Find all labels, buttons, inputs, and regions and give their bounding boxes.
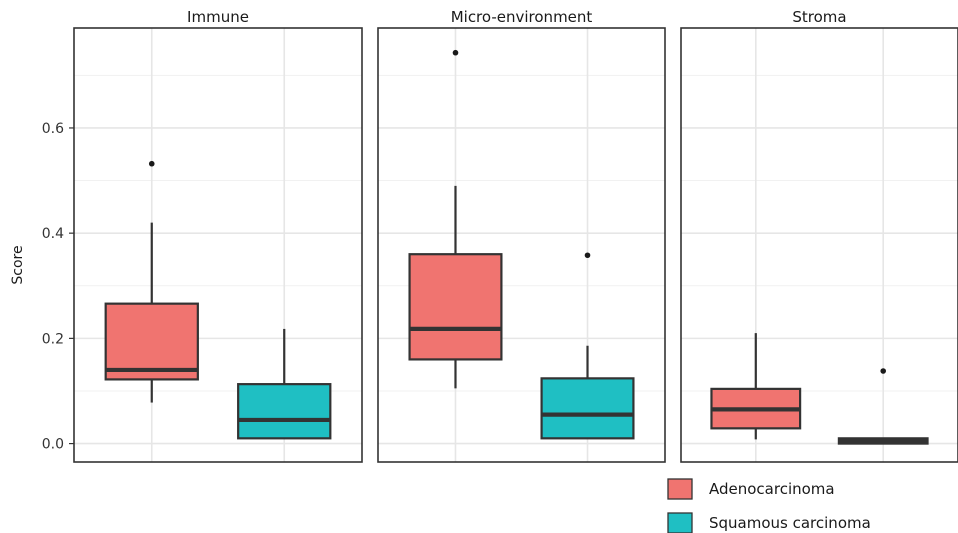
panel-frames [69,27,958,463]
micro-environment-squamous-carcinoma-outlier [584,252,591,259]
immune-adenocarcinoma-box [104,302,199,381]
y-tick-label: 0.2 [42,331,64,347]
text-layer: 0.0 0.2 0.4 0.6 Immune Micro-environment Strom… [42,8,847,453]
y-tick-label: 0.6 [42,121,64,137]
legend-label-squamous-carcinoma: Squamous carcinoma [709,514,871,532]
legend: Adenocarcinoma Squamous carcinoma [667,478,871,533]
y-axis-title: Score [10,245,26,284]
grid-layer [74,28,958,462]
facet-title-stroma: Stroma [792,8,846,26]
immune-adenocarcinoma-outlier [148,160,155,167]
y-tick-label: 0.0 [42,437,64,453]
panel-frame-micro-environment [377,27,666,463]
box-layer [104,49,929,445]
y-tick-label: 0.4 [42,226,64,242]
panel-frame-stroma [680,27,958,463]
stroma-squamous-carcinoma-outlier [880,368,887,374]
micro-environment-squamous-carcinoma-box [540,377,635,440]
legend-swatch-squamous-carcinoma [667,512,693,533]
micro-environment-adenocarcinoma-outlier [452,49,459,56]
micro-environment-adenocarcinoma-box [408,253,503,361]
legend-swatch-adenocarcinoma [667,478,693,500]
facet-title-micro-environment: Micro-environment [451,8,593,26]
immune-squamous-carcinoma-box [237,383,332,440]
legend-label-adenocarcinoma: Adenocarcinoma [709,480,835,498]
panel-frame-immune [73,27,363,463]
facet-title-immune: Immune [187,8,249,26]
